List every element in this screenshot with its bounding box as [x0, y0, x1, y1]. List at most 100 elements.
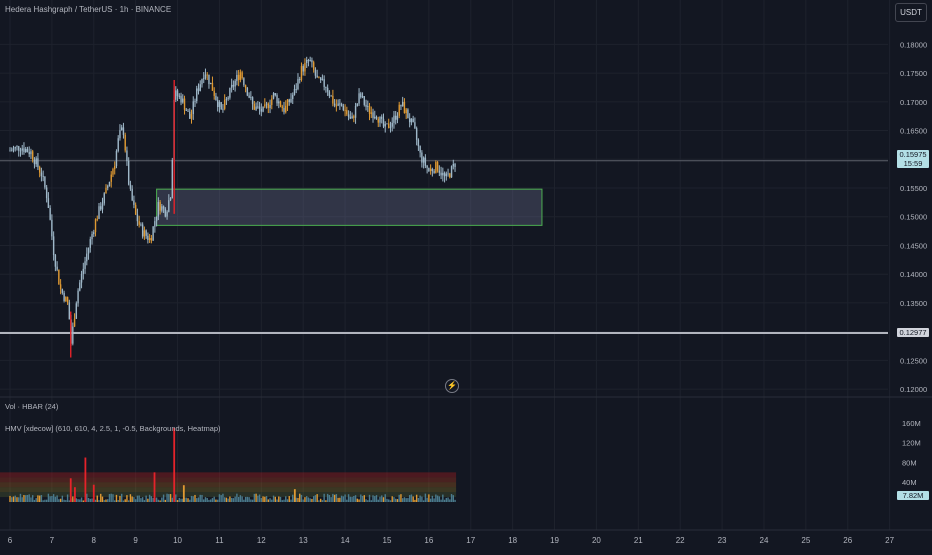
volume-bar [147, 498, 149, 502]
candle-body [445, 173, 448, 177]
candle-body [232, 84, 235, 87]
volume-bar [326, 493, 329, 502]
candle-body [269, 104, 271, 108]
candle-body [389, 126, 392, 128]
volume-bar [223, 497, 226, 502]
candle-body [25, 149, 27, 152]
volume-spike-bar [74, 487, 76, 502]
candle-body [316, 75, 318, 78]
candle-body [185, 109, 187, 111]
candle-body [447, 173, 449, 175]
volume-bar [279, 496, 282, 502]
volume-bar [155, 497, 158, 502]
candle-body [204, 74, 207, 79]
volume-bar [215, 499, 217, 502]
volume-bar [14, 495, 16, 502]
price-tick-label: 0.12500 [900, 356, 927, 365]
lightning-icon[interactable]: ⚡ [445, 379, 459, 393]
heatmap-band [0, 477, 457, 483]
candle-body [363, 96, 365, 105]
volume-bar [120, 493, 123, 502]
volume-axis: 40M 80M 120M 160M [902, 419, 921, 487]
candle-body [33, 159, 36, 165]
volume-bar [227, 498, 229, 502]
candle-body [44, 176, 46, 188]
volume-bar [435, 494, 437, 502]
volume-bar [443, 499, 446, 502]
volume-bar [433, 498, 435, 502]
candle-body [150, 238, 153, 241]
candle-body [353, 116, 355, 118]
volume-bar [89, 498, 91, 502]
x-tick-label: 16 [424, 536, 433, 545]
candle-body [365, 104, 367, 107]
volume-indicator-label[interactable]: Vol · HBAR (24) [5, 402, 59, 411]
candle-body [384, 123, 386, 127]
heatmap-band [0, 487, 457, 493]
x-tick-label: 18 [508, 536, 517, 545]
volume-bar [21, 497, 23, 502]
volume-bar [299, 493, 301, 502]
candle-body [21, 148, 23, 151]
candle-body [332, 95, 334, 104]
candle-body [300, 66, 303, 80]
candle-body [30, 151, 32, 155]
volume-bar [103, 500, 105, 502]
volume-bar [257, 495, 259, 502]
volume-bar [91, 498, 93, 502]
volume-bar [49, 496, 51, 502]
volume-bar [440, 499, 442, 502]
price-tick-label: 0.15000 [900, 213, 927, 222]
candle-body [89, 239, 91, 248]
currency-button[interactable]: USDT [895, 3, 927, 22]
countdown-timer: 15:59 [903, 159, 923, 168]
volume-bar [272, 495, 275, 502]
volume-bar [426, 497, 428, 502]
volume-bar [206, 498, 208, 502]
candle-body [312, 62, 315, 70]
volume-bar [45, 499, 48, 502]
candle-body [379, 116, 381, 123]
candle-body [335, 105, 338, 107]
candle-body [396, 115, 399, 120]
volume-bar [429, 498, 432, 502]
volume-bar [292, 494, 294, 502]
volume-bar [333, 494, 336, 502]
candle-body [258, 106, 261, 109]
candle-body [410, 118, 413, 123]
volume-bar [112, 494, 114, 502]
volume-bar [422, 500, 425, 502]
x-tick-label: 12 [257, 536, 266, 545]
candle-body [159, 201, 161, 211]
volume-bar [271, 499, 273, 502]
volume-bar [283, 499, 285, 502]
hmv-indicator-label[interactable]: HMV [xdecow] (610, 610, 4, 2.5, 1, -0.5,… [5, 424, 221, 433]
volume-bar [372, 495, 374, 502]
volume-bar [323, 493, 325, 502]
candle-body [302, 66, 304, 72]
current-price-value: 0.15975 [899, 150, 927, 159]
volume-bar [40, 495, 43, 502]
volume-bar [243, 499, 245, 502]
volume-bar [161, 497, 163, 502]
price-tick-label: 0.18000 [900, 40, 927, 49]
volume-bar [68, 500, 71, 502]
candle-body [182, 98, 184, 103]
volume-bar [77, 499, 79, 502]
candle-body [220, 102, 222, 110]
candle-body [248, 95, 250, 98]
volume-bar [230, 497, 233, 502]
support-level-tag: 0.12977 [897, 328, 929, 337]
candle-body [299, 79, 301, 80]
candle-body [197, 88, 200, 91]
volume-bar [138, 495, 140, 502]
volume-bar [248, 497, 250, 502]
candle-body [56, 266, 58, 270]
candle-body [180, 95, 182, 103]
volume-bar [347, 494, 350, 502]
volume-bar [395, 498, 397, 502]
candle-body [91, 234, 93, 240]
candle-body [218, 102, 221, 108]
